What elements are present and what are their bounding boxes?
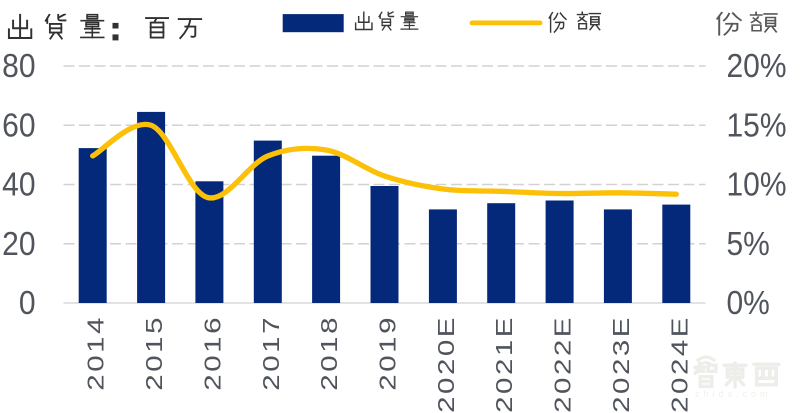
svg-text:5%: 5% — [727, 224, 770, 262]
svg-text:15%: 15% — [727, 106, 787, 144]
svg-text:10%: 10% — [727, 165, 787, 203]
svg-text:2024E: 2024E — [666, 315, 692, 413]
svg-text:20%: 20% — [727, 47, 787, 85]
svg-text:2021E: 2021E — [491, 315, 517, 413]
svg-text:2023E: 2023E — [608, 315, 634, 413]
svg-text:60: 60 — [2, 106, 35, 144]
svg-text:2022E: 2022E — [550, 315, 576, 413]
svg-text:2015: 2015 — [141, 315, 167, 391]
svg-text:2019: 2019 — [375, 315, 401, 391]
svg-text:2017: 2017 — [258, 315, 284, 391]
svg-text:2020E: 2020E — [433, 315, 459, 413]
svg-text:2018: 2018 — [316, 315, 342, 391]
svg-text:20: 20 — [2, 224, 35, 262]
svg-text:zhidx.com: zhidx.com — [695, 389, 772, 399]
svg-text:80: 80 — [2, 47, 35, 85]
svg-text:2016: 2016 — [200, 315, 226, 391]
svg-text:0%: 0% — [727, 284, 770, 322]
svg-text:0: 0 — [19, 284, 36, 322]
svg-text:2014: 2014 — [83, 315, 109, 391]
svg-text:40: 40 — [2, 165, 35, 203]
